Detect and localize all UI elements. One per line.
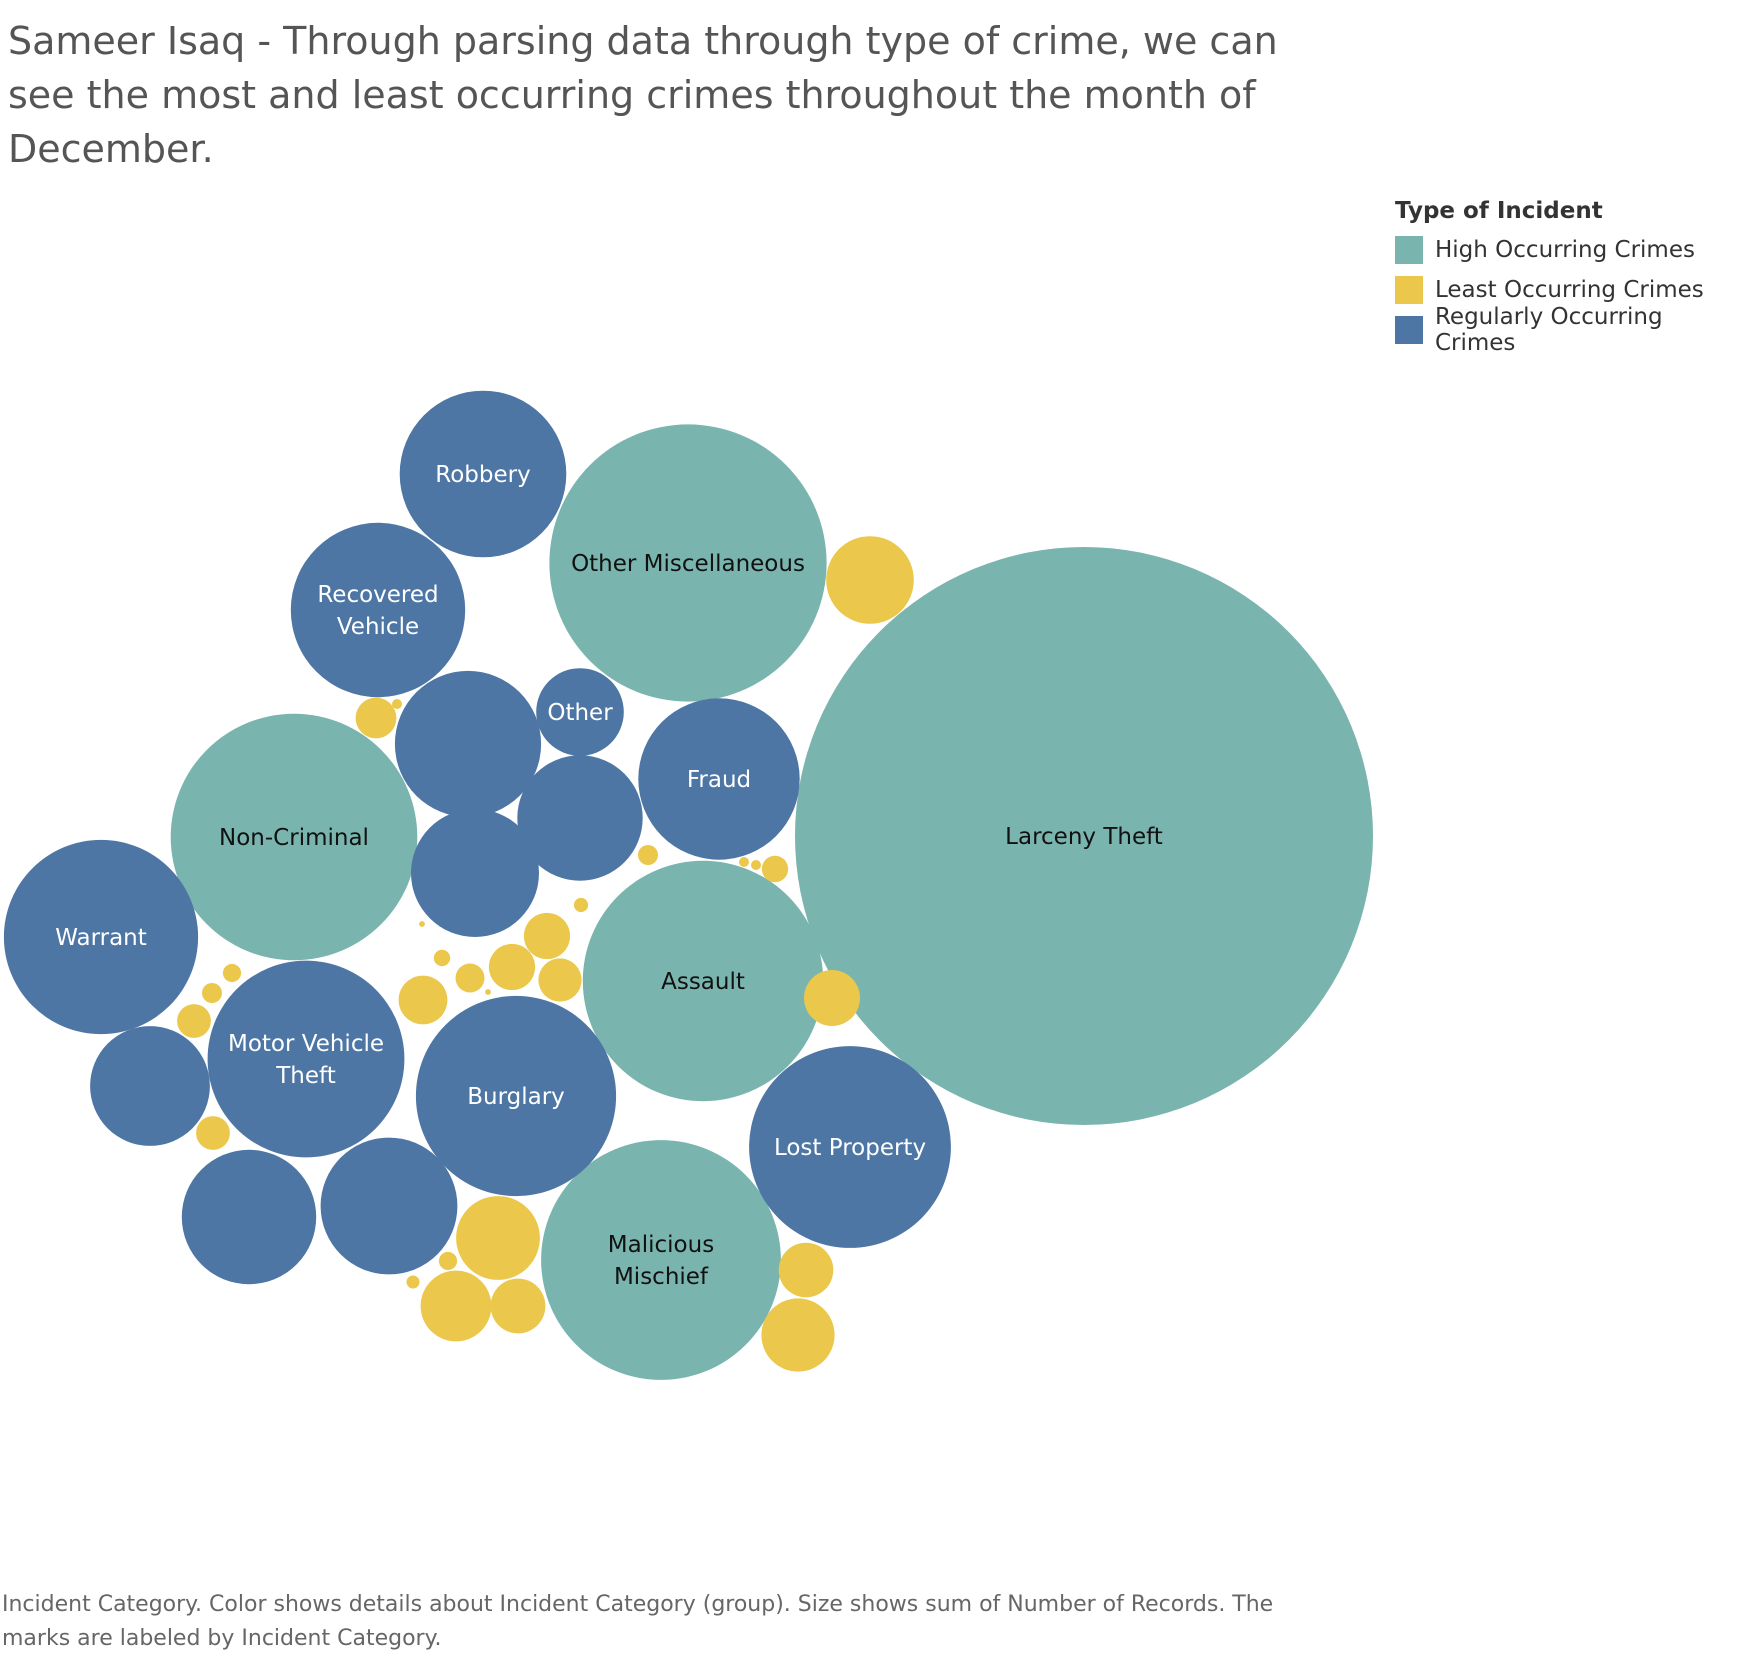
bubble-warrant[interactable] bbox=[3, 839, 199, 1035]
bubble-label-fraud: Fraud bbox=[687, 767, 751, 793]
bubble-least-21[interactable] bbox=[392, 699, 402, 709]
bubble-least-43[interactable] bbox=[420, 1270, 492, 1342]
chart-title: Sameer Isaq - Through parsing data throu… bbox=[8, 19, 1278, 171]
bubble-label-other: Other bbox=[547, 700, 613, 726]
legend-swatch-least bbox=[1395, 276, 1423, 304]
bubble-least-41[interactable] bbox=[438, 1251, 458, 1271]
legend-label-least: Least Occurring Crimes bbox=[1435, 277, 1704, 303]
bubble-label-lost-property: Lost Property bbox=[774, 1135, 926, 1161]
bubble-robbery[interactable] bbox=[399, 390, 567, 558]
bubble-label-malicious-mischief: Malicious Mischief bbox=[608, 1232, 714, 1290]
bubble-label-burglary: Burglary bbox=[467, 1084, 565, 1110]
bubble-least-35[interactable] bbox=[804, 970, 860, 1026]
bubble-least-39[interactable] bbox=[196, 1116, 230, 1150]
bubble-recovered-vehicle[interactable] bbox=[290, 522, 466, 698]
bubble-label-motor-vehicle-theft: Motor Vehicle Theft bbox=[228, 1031, 384, 1089]
legend-item-high[interactable]: High Occurring Crimes bbox=[1395, 230, 1750, 270]
bubble-least-44[interactable] bbox=[490, 1278, 546, 1334]
bubble-label-warrant: Warrant bbox=[55, 925, 147, 951]
legend-item-regular[interactable]: Regularly Occurring Crimes bbox=[1395, 304, 1750, 356]
bubble-least-32[interactable] bbox=[398, 975, 448, 1025]
bubble-least-23[interactable] bbox=[739, 857, 749, 867]
bubble-least-46[interactable] bbox=[761, 1298, 835, 1372]
bubble-malicious-mischief[interactable] bbox=[541, 1140, 781, 1380]
bubble-least-22[interactable] bbox=[638, 845, 658, 865]
bubble-lost-property[interactable] bbox=[749, 1046, 951, 1248]
bubble-non-criminal[interactable] bbox=[170, 713, 418, 961]
bubble-regular-15[interactable] bbox=[411, 809, 539, 937]
bubble-least-25[interactable] bbox=[761, 855, 789, 883]
bubble-label-non-criminal: Non-Criminal bbox=[219, 825, 369, 851]
bubble-label-other-miscellaneous: Other Miscellaneous bbox=[571, 551, 805, 577]
bubble-least-27[interactable] bbox=[523, 912, 571, 960]
chart-caption: Incident Category. Color shows details a… bbox=[2, 1592, 1274, 1651]
legend-label-regular: Regularly Occurring Crimes bbox=[1434, 304, 1663, 356]
bubble-label-larceny-theft: Larceny Theft bbox=[1005, 824, 1163, 850]
bubble-regular-17[interactable] bbox=[181, 1149, 317, 1285]
legend-swatch-regular bbox=[1395, 316, 1423, 344]
bubble-least-31[interactable] bbox=[485, 989, 491, 995]
bubble-least-38[interactable] bbox=[177, 1004, 211, 1038]
bubble-least-33[interactable] bbox=[488, 943, 536, 991]
bubble-least-34[interactable] bbox=[419, 921, 425, 927]
legend-swatch-high bbox=[1395, 236, 1423, 264]
bubble-regular-14[interactable] bbox=[517, 755, 643, 881]
bubble-burglary[interactable] bbox=[415, 995, 617, 1197]
bubble-least-36[interactable] bbox=[222, 963, 242, 983]
bubble-least-37[interactable] bbox=[202, 983, 222, 1003]
bubble-least-19[interactable] bbox=[826, 536, 914, 624]
bubble-least-26[interactable] bbox=[573, 897, 589, 913]
legend: Type of Incident High Occurring Crimes L… bbox=[1395, 198, 1750, 356]
bubble-least-28[interactable] bbox=[538, 958, 582, 1002]
bubble-assault[interactable] bbox=[582, 860, 824, 1102]
bubble-motor-vehicle-theft[interactable] bbox=[207, 960, 405, 1158]
legend-label-high: High Occurring Crimes bbox=[1435, 237, 1695, 263]
bubble-least-42[interactable] bbox=[406, 1275, 420, 1289]
bubble-least-30[interactable] bbox=[455, 963, 485, 993]
legend-title: Type of Incident bbox=[1395, 198, 1603, 224]
bubble-least-24[interactable] bbox=[751, 860, 761, 870]
bubble-label-assault: Assault bbox=[661, 969, 745, 995]
bubble-least-20[interactable] bbox=[355, 697, 397, 739]
bubble-regular-18[interactable] bbox=[320, 1137, 458, 1275]
bubble-least-45[interactable] bbox=[778, 1242, 834, 1298]
bubble-other-miscellaneous[interactable] bbox=[549, 424, 827, 702]
legend-item-least[interactable]: Least Occurring Crimes bbox=[1395, 270, 1750, 310]
bubble-other[interactable] bbox=[536, 668, 624, 756]
bubble-fraud[interactable] bbox=[638, 698, 800, 860]
bubble-larceny-theft[interactable] bbox=[795, 547, 1373, 1125]
bubble-label-recovered-vehicle: Recovered Vehicle bbox=[317, 582, 438, 640]
bubble-regular-13[interactable] bbox=[394, 670, 542, 818]
bubble-least-40[interactable] bbox=[456, 1196, 540, 1280]
bubble-label-robbery: Robbery bbox=[435, 462, 530, 488]
bubble-regular-16[interactable] bbox=[90, 1026, 210, 1146]
bubble-least-29[interactable] bbox=[433, 949, 451, 967]
